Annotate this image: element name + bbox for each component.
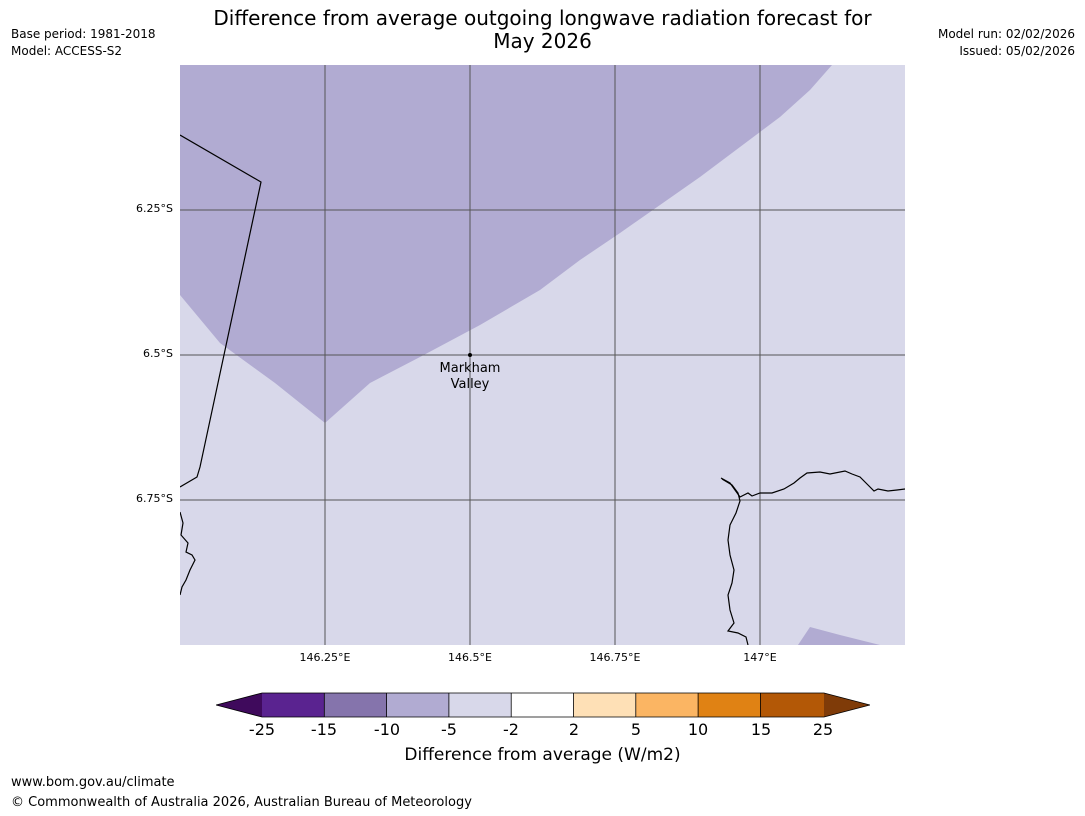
colorbar-extend-max bbox=[824, 693, 870, 717]
colorbar-tick-label: -2 bbox=[503, 720, 519, 739]
lon-label-1465: 146.5°E bbox=[448, 651, 492, 664]
colorbar-tick-label: 5 bbox=[630, 720, 642, 739]
colorbar-segment bbox=[698, 693, 761, 717]
location-label-line-2: Valley bbox=[451, 377, 490, 392]
model-run: Model run: 02/02/2026 bbox=[937, 27, 1075, 41]
location-label-line-1: Markham bbox=[440, 361, 501, 376]
colorbar-tick-label: 15 bbox=[750, 720, 772, 739]
boundaries bbox=[180, 134, 905, 645]
colorbar-tick-label: -10 bbox=[373, 720, 401, 739]
anomaly-region-medium bbox=[180, 65, 832, 423]
location-marker bbox=[468, 353, 472, 357]
forecast-map: Markham Valley bbox=[180, 65, 905, 645]
metadata-left: Base period: 1981-2018 Model: ACCESS-S2 bbox=[11, 26, 156, 60]
footer-copyright: © Commonwealth of Australia 2026, Austra… bbox=[11, 795, 472, 810]
colorbar-tick-label: -15 bbox=[310, 720, 338, 739]
lon-label-14675: 146.75°E bbox=[589, 651, 641, 664]
title-line-1: Difference from average outgoing longwav… bbox=[213, 6, 872, 30]
lat-label-675: 6.75°S bbox=[136, 492, 173, 505]
coastline-west bbox=[180, 511, 196, 596]
issued-date: Issued: 05/02/2026 bbox=[959, 44, 1075, 58]
colorbar-segment bbox=[262, 693, 325, 717]
lat-label-625: 6.25°S bbox=[136, 202, 173, 215]
colorbar-tick-label: 2 bbox=[568, 720, 580, 739]
colorbar-segment bbox=[635, 693, 699, 717]
colorbar-outline bbox=[216, 692, 870, 718]
coastline-east bbox=[720, 470, 905, 498]
colorbar-extend-min bbox=[216, 693, 262, 717]
colorbar-segment bbox=[760, 693, 824, 717]
title-line-2: May 2026 bbox=[493, 29, 592, 53]
colorbar-tick-label: 10 bbox=[687, 720, 709, 739]
colorbar-tick-label: 25 bbox=[812, 720, 834, 739]
model-name: Model: ACCESS-S2 bbox=[11, 44, 123, 58]
map-title: Difference from average outgoing longwav… bbox=[180, 7, 905, 53]
base-period: Base period: 1981-2018 bbox=[11, 27, 156, 41]
colorbar bbox=[216, 692, 870, 718]
anomaly-region-medium-corner bbox=[798, 627, 880, 645]
colorbar-segment bbox=[448, 693, 512, 717]
province-boundary bbox=[180, 134, 262, 488]
colorbar-segment bbox=[386, 693, 449, 717]
footer-url[interactable]: www.bom.gov.au/climate bbox=[11, 775, 175, 790]
colorbar-label: Difference from average (W/m2) bbox=[404, 745, 681, 765]
lon-label-14625: 146.25°E bbox=[299, 651, 351, 664]
colorbar-segment bbox=[324, 693, 387, 717]
colorbar-tick-label: -5 bbox=[441, 720, 457, 739]
lat-label-650: 6.5°S bbox=[143, 347, 173, 360]
colorbar-segment bbox=[511, 693, 574, 717]
colorbar-segment bbox=[573, 693, 636, 717]
river-east bbox=[721, 478, 749, 645]
metadata-right: Model run: 02/02/2026 Issued: 05/02/2026 bbox=[938, 26, 1075, 60]
colorbar-tick-label: -25 bbox=[248, 720, 276, 739]
lon-label-147: 147°E bbox=[743, 651, 777, 664]
